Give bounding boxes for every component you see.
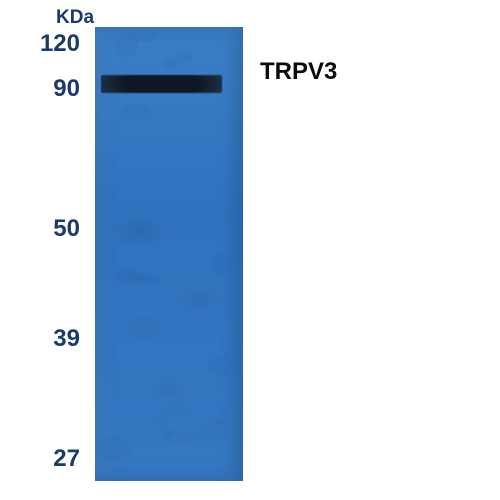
lane-texture xyxy=(126,315,161,338)
lane-texture xyxy=(207,357,237,375)
mw-marker-27: 27 xyxy=(53,445,80,473)
mw-marker-120: 120 xyxy=(40,30,80,58)
lane-texture xyxy=(118,272,150,281)
mw-marker-50: 50 xyxy=(53,215,80,243)
blot-lane xyxy=(95,27,243,481)
protein-name-label: TRPV3 xyxy=(260,58,337,86)
lane-texture xyxy=(214,405,229,425)
mw-marker-39: 39 xyxy=(53,325,80,353)
protein-band xyxy=(101,75,222,93)
molecular-weight-unit-label: KDa xyxy=(56,7,94,29)
mw-marker-90: 90 xyxy=(53,75,80,103)
lane-texture xyxy=(163,57,178,71)
lane-texture xyxy=(212,250,234,275)
western-blot-figure: KDa 120 90 50 39 27 TRPV3 xyxy=(0,0,500,500)
